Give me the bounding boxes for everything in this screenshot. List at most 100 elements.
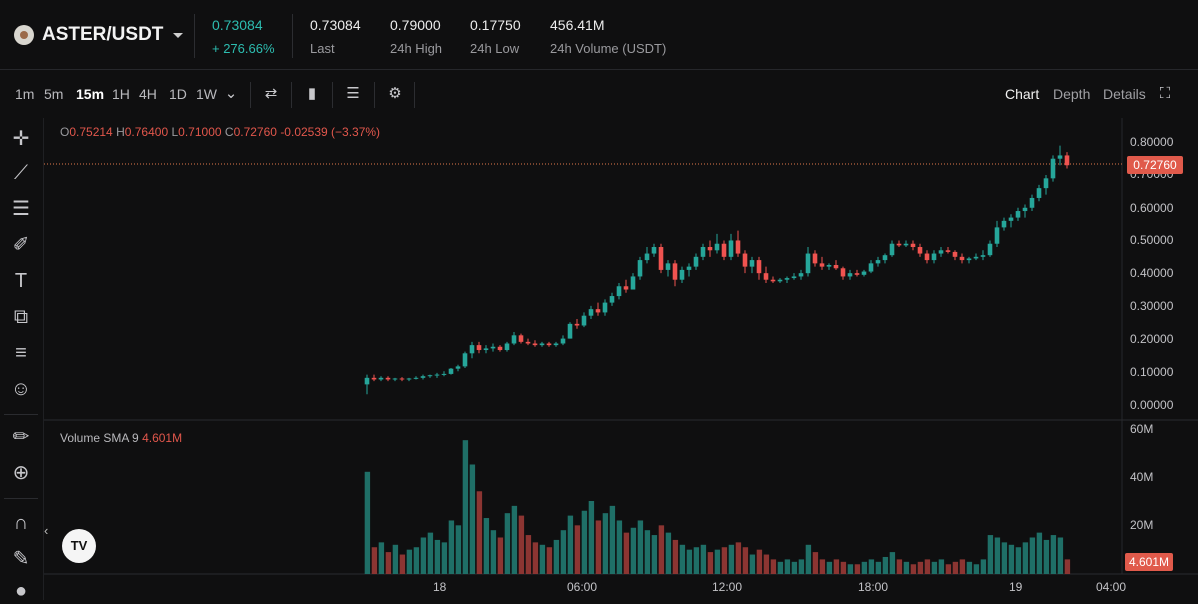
price-axis-label: 0.30000 — [1130, 299, 1174, 313]
volume-bar — [777, 561, 784, 574]
tf-5m[interactable]: 5m — [44, 86, 64, 102]
ruler-icon[interactable]: ✏ — [12, 426, 30, 448]
volume-bar — [595, 520, 602, 574]
candle-body — [518, 335, 524, 342]
volume-bar — [924, 559, 931, 574]
tradingview-logo[interactable]: TV — [62, 529, 96, 563]
candle-body — [714, 243, 720, 251]
volume-bar — [553, 539, 560, 574]
candle-body — [945, 250, 951, 252]
crosshair-icon[interactable]: ✛ — [12, 128, 30, 150]
ohlc-open: 0.75214 — [69, 125, 113, 139]
ohlc-h-label: H — [116, 125, 125, 139]
candle-body — [546, 343, 552, 346]
price-change: + 276.66% — [212, 41, 275, 56]
candle-body — [567, 323, 573, 339]
divider — [4, 498, 38, 499]
candle-body — [889, 243, 895, 256]
volume-bar — [945, 564, 952, 574]
chevron-down-icon[interactable] — [173, 32, 184, 38]
tf-1d[interactable]: 1D — [169, 86, 187, 102]
pair-selector[interactable]: ASTER/USDT — [14, 24, 184, 46]
volume-bar — [686, 549, 693, 574]
ticker-bar: ASTER/USDT 0.73084 + 276.66% 0.73084 Las… — [0, 0, 1198, 70]
volume-bar — [651, 535, 658, 574]
stat-high: 0.79000 24h High — [390, 17, 442, 56]
ohlc-o-label: O — [60, 125, 70, 139]
candle-body — [665, 263, 671, 270]
pattern-icon[interactable]: ⧉ — [13, 306, 29, 328]
candle-body — [371, 377, 377, 380]
candle-body — [532, 343, 538, 346]
tab-chart[interactable]: Chart — [1005, 86, 1040, 102]
price-axis-label: 0.80000 — [1130, 135, 1174, 149]
chevron-down-icon[interactable]: ⌄ — [224, 85, 238, 102]
stat-last-value: 0.73084 — [310, 17, 361, 33]
tab-details[interactable]: Details — [1103, 86, 1146, 102]
fib-icon[interactable]: ☰ — [12, 198, 30, 220]
candle-body — [910, 243, 916, 248]
tf-15m[interactable]: 15m — [76, 86, 105, 102]
tab-depth[interactable]: Depth — [1053, 86, 1091, 102]
candle-body — [931, 253, 937, 261]
candle-body — [630, 276, 636, 290]
volume-bar — [616, 520, 623, 574]
candle-body — [602, 302, 608, 313]
volume-bar — [560, 530, 567, 574]
volume-bar — [721, 547, 728, 574]
tf-1w[interactable]: 1W — [196, 86, 217, 102]
candle-body — [413, 377, 419, 379]
volume-bar — [903, 561, 910, 574]
volume-bar — [574, 525, 581, 574]
emoji-icon[interactable]: ☺ — [10, 378, 32, 400]
fullscreen-icon[interactable]: ⛶ — [1159, 85, 1171, 102]
tf-4h[interactable]: 4H — [139, 86, 157, 102]
candle-body — [826, 265, 832, 267]
measure-icon[interactable]: ≡ — [15, 342, 27, 364]
volume-bar — [490, 530, 497, 574]
volume-indicator-header: Volume SMA 9 4.601M — [60, 431, 182, 445]
candle-body — [364, 377, 370, 385]
candle-type-icon[interactable]: ▮ — [307, 85, 317, 102]
tf-1h[interactable]: 1H — [112, 86, 130, 102]
pair-name[interactable]: ASTER/USDT — [42, 24, 164, 45]
collapse-toolbar-icon[interactable]: ‹ — [44, 523, 49, 538]
volume-bar — [546, 547, 553, 574]
lock-icon[interactable]: ● — [14, 580, 28, 602]
list-icon[interactable]: ☰ — [346, 85, 360, 102]
volume-bar — [406, 549, 413, 574]
gear-icon[interactable]: ⚙ — [388, 85, 402, 102]
lock-draw-icon[interactable]: ✎ — [12, 548, 30, 570]
magnet-icon[interactable]: ∩ — [13, 512, 29, 534]
volume-bar — [609, 505, 616, 574]
brush-icon[interactable]: ✐ — [12, 234, 30, 256]
candle-body — [840, 268, 846, 277]
volume-bar — [462, 440, 469, 574]
candle-body — [434, 374, 440, 376]
tf-1m[interactable]: 1m — [15, 86, 35, 102]
candle-body — [1022, 207, 1028, 212]
volume-bar — [672, 539, 679, 574]
stat-volume: 456.41M 24h Volume (USDT) — [550, 17, 666, 56]
text-icon[interactable]: T — [14, 270, 28, 292]
volume-bar — [798, 559, 805, 574]
trendline-icon[interactable]: ⟋ — [14, 162, 28, 184]
volume-bar — [469, 464, 476, 574]
candle-body — [1029, 197, 1035, 208]
volume-bar — [518, 515, 525, 574]
candle-body — [1050, 158, 1056, 179]
volume-bar — [763, 554, 770, 574]
indicators-icon[interactable]: ⇄ — [264, 85, 278, 102]
candle-body — [861, 271, 867, 275]
volume-bar — [1050, 535, 1057, 574]
candle-body — [455, 366, 461, 369]
volume-bar — [623, 532, 630, 574]
candle-body — [539, 343, 545, 346]
volume-bar — [497, 537, 504, 574]
volume-bar — [427, 532, 434, 574]
ohlc-readout: O0.75214 H0.76400 L0.71000 C0.72760 -0.0… — [60, 125, 380, 139]
zoom-icon[interactable]: ⊕ — [12, 462, 30, 484]
volume-bar — [378, 542, 385, 574]
candle-body — [763, 273, 769, 280]
